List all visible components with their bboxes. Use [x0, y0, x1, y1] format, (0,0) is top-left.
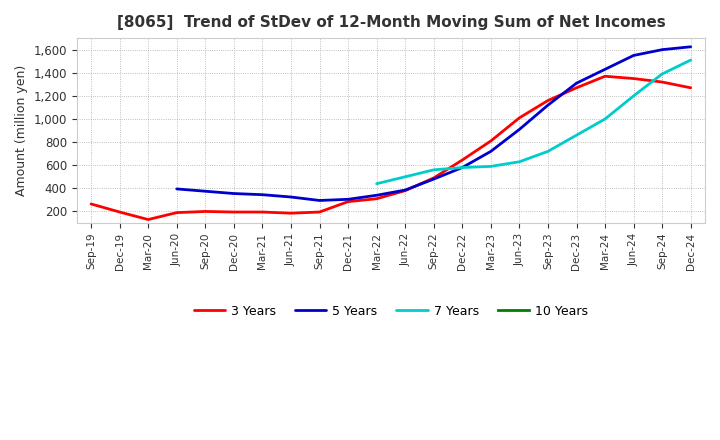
5 Years [343, 197, 352, 202]
5 Years [287, 194, 295, 200]
3 Years [600, 73, 609, 79]
7 Years [658, 71, 667, 77]
Legend: 3 Years, 5 Years, 7 Years, 10 Years: 3 Years, 5 Years, 7 Years, 10 Years [189, 300, 593, 323]
Y-axis label: Amount (million yen): Amount (million yen) [15, 65, 28, 196]
7 Years [458, 165, 467, 170]
5 Years [600, 67, 609, 72]
3 Years [658, 79, 667, 84]
5 Years [258, 192, 266, 197]
7 Years [686, 58, 695, 63]
3 Years [487, 138, 495, 143]
5 Years [458, 165, 467, 170]
3 Years [287, 211, 295, 216]
3 Years [544, 98, 552, 103]
7 Years [572, 132, 581, 138]
7 Years [629, 93, 638, 99]
5 Years [201, 189, 210, 194]
5 Years [429, 176, 438, 182]
3 Years [401, 188, 410, 193]
5 Years [544, 103, 552, 108]
7 Years [372, 181, 381, 187]
7 Years [515, 159, 523, 165]
7 Years [544, 149, 552, 154]
3 Years [686, 85, 695, 91]
3 Years [172, 210, 181, 215]
3 Years [86, 201, 95, 206]
3 Years [343, 199, 352, 204]
7 Years [600, 116, 609, 121]
5 Years [401, 187, 410, 193]
5 Years [372, 193, 381, 198]
3 Years [201, 209, 210, 214]
3 Years [144, 217, 153, 222]
3 Years [629, 76, 638, 81]
7 Years [487, 164, 495, 169]
5 Years [172, 186, 181, 191]
3 Years [230, 209, 238, 215]
3 Years [372, 196, 381, 202]
5 Years [515, 127, 523, 132]
Line: 5 Years: 5 Years [176, 47, 690, 201]
3 Years [258, 209, 266, 215]
3 Years [515, 115, 523, 121]
7 Years [429, 167, 438, 172]
3 Years [458, 158, 467, 163]
5 Years [572, 81, 581, 86]
3 Years [115, 209, 124, 215]
5 Years [686, 44, 695, 49]
3 Years [429, 175, 438, 180]
3 Years [315, 209, 324, 215]
5 Years [629, 53, 638, 58]
Line: 7 Years: 7 Years [377, 60, 690, 184]
Title: [8065]  Trend of StDev of 12-Month Moving Sum of Net Incomes: [8065] Trend of StDev of 12-Month Moving… [117, 15, 665, 30]
5 Years [315, 198, 324, 203]
Line: 3 Years: 3 Years [91, 76, 690, 220]
5 Years [658, 47, 667, 52]
3 Years [572, 85, 581, 91]
5 Years [230, 191, 238, 196]
7 Years [401, 174, 410, 180]
5 Years [487, 149, 495, 154]
